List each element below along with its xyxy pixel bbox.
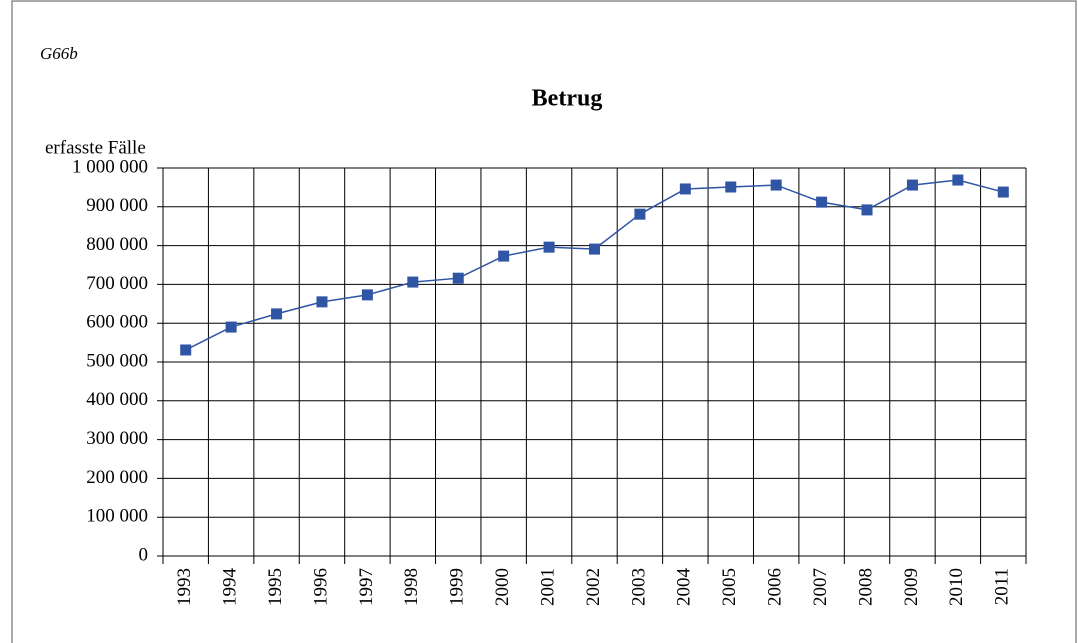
x-tick-label: 1999 <box>447 568 468 606</box>
y-tick-label: 900 000 <box>86 195 148 216</box>
y-tick-label: 700 000 <box>86 273 148 294</box>
marker <box>361 289 373 301</box>
marker <box>589 243 600 255</box>
y-tick-label: 300 000 <box>86 428 148 449</box>
x-tick-label: 2008 <box>855 568 876 606</box>
marker <box>906 179 918 191</box>
y-tick-label: 200 000 <box>86 467 148 488</box>
chart-code: G66b <box>40 44 78 63</box>
y-tick-label: 100 000 <box>86 506 148 527</box>
frame <box>11 0 1077 643</box>
marker <box>316 296 328 308</box>
x-tick-label: 1998 <box>401 568 422 606</box>
x-tick-label: 2001 <box>537 568 558 606</box>
x-tick-label: 2009 <box>901 568 922 606</box>
x-tick-label: 1997 <box>356 568 377 606</box>
marker <box>952 174 964 186</box>
series-line <box>185 179 1004 351</box>
marker <box>543 241 555 253</box>
x-tick-label: 2011 <box>992 568 1013 605</box>
y-tick-label: 800 000 <box>86 234 148 255</box>
marker <box>225 321 237 333</box>
x-tick-label: 1995 <box>265 568 286 606</box>
marker <box>407 276 419 288</box>
x-tick-label: 2007 <box>810 568 831 606</box>
x-tick-label: 2000 <box>492 568 513 606</box>
x-tick-label: 2006 <box>765 568 786 606</box>
x-tick-label: 2002 <box>583 568 604 606</box>
marker <box>861 204 873 216</box>
marker <box>679 183 691 195</box>
marker <box>634 208 646 220</box>
x-tick-label: 1996 <box>310 568 331 606</box>
marker <box>498 250 510 262</box>
marker <box>725 181 737 193</box>
chart-title: Betrug <box>532 86 603 112</box>
x-tick-label: 1993 <box>174 568 195 606</box>
x-tick-label: 2005 <box>719 568 740 606</box>
y-axis-label: erfasste Fälle <box>45 137 146 158</box>
y-tick-label: 500 000 <box>86 350 148 371</box>
marker <box>816 196 828 208</box>
x-tick-label: 2010 <box>946 568 967 606</box>
x-tick-label: 1994 <box>219 568 240 607</box>
x-tick-label: 2003 <box>628 568 649 606</box>
marker <box>452 272 464 284</box>
marker <box>180 344 192 356</box>
marker <box>997 186 1009 198</box>
y-tick-label: 400 000 <box>86 389 148 410</box>
x-tick-label: 2004 <box>674 568 695 607</box>
marker <box>770 179 782 191</box>
marker <box>271 308 283 320</box>
y-tick-label: 0 <box>139 544 149 565</box>
y-tick-label: 1 000 000 <box>72 156 148 177</box>
y-tick-label: 600 000 <box>86 312 148 333</box>
